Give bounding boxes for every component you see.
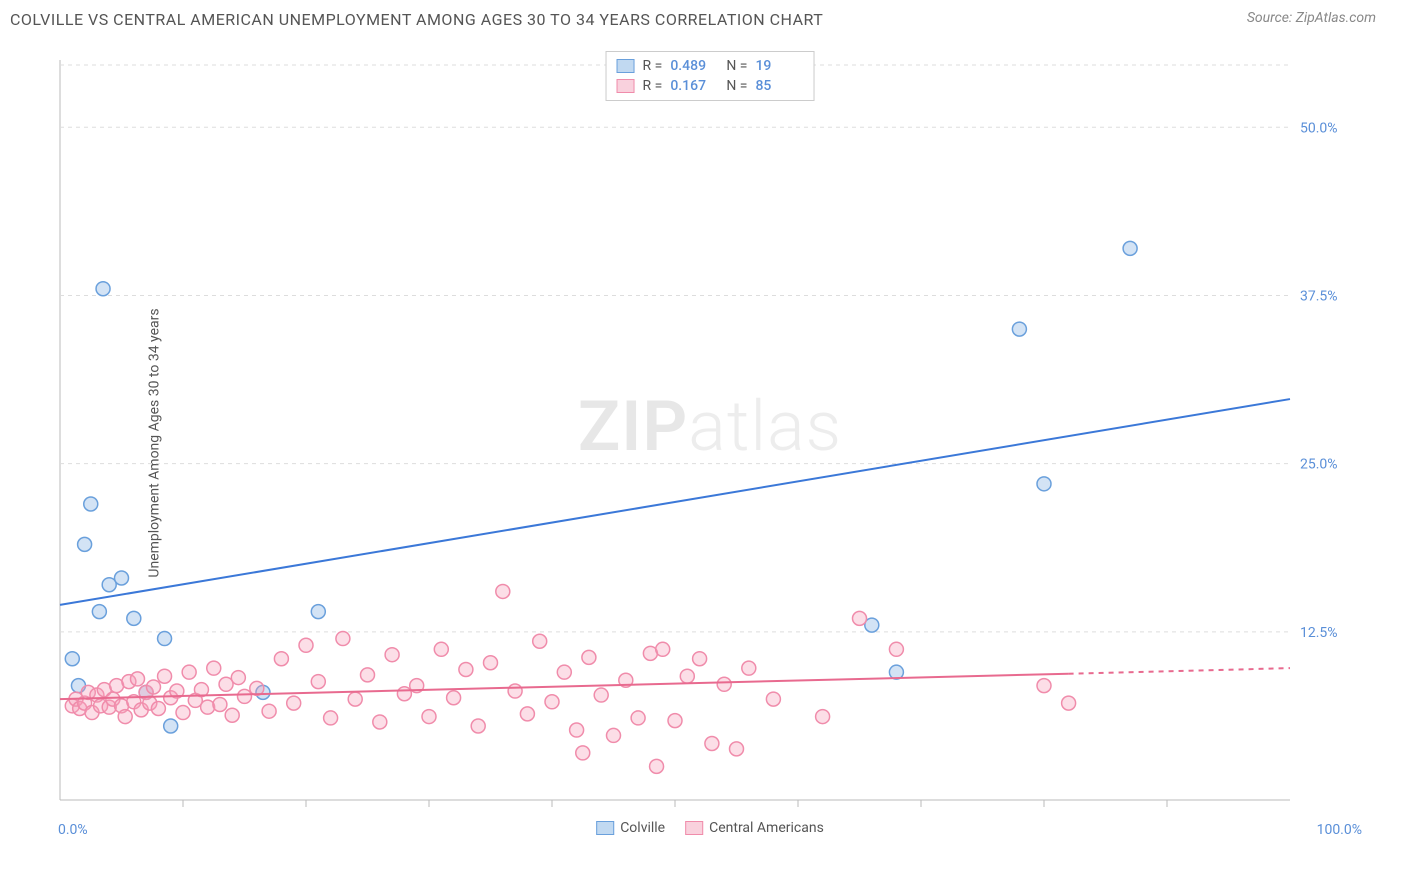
stat-value: 0.167 (670, 78, 718, 94)
legend-row: R = 0.167 N = 85 (617, 76, 804, 96)
svg-text:50.0%: 50.0% (1300, 120, 1338, 136)
swatch-icon (596, 821, 614, 835)
swatch-icon (617, 59, 635, 73)
stat-label: R = (643, 78, 663, 94)
source-label: Source: ZipAtlas.com (1247, 10, 1376, 26)
legend-item: Central Americans (685, 820, 824, 836)
svg-text:37.5%: 37.5% (1300, 288, 1338, 304)
stat-value: 0.489 (670, 58, 718, 74)
chart-title: COLVILLE VS CENTRAL AMERICAN UNEMPLOYMEN… (10, 10, 823, 29)
swatch-icon (617, 79, 635, 93)
legend-row: R = 0.489 N = 19 (617, 56, 804, 76)
legend-label: Colville (620, 820, 665, 836)
legend-label: Central Americans (709, 820, 824, 836)
stats-legend: R = 0.489 N = 19 R = 0.167 N = 85 (606, 51, 815, 101)
svg-text:12.5%: 12.5% (1300, 625, 1338, 641)
stat-label: R = (643, 58, 663, 74)
swatch-icon (685, 821, 703, 835)
x-axis-min-label: 0.0% (58, 822, 88, 838)
stat-label: N = (726, 58, 747, 74)
stat-value: 19 (755, 58, 803, 74)
stat-label: N = (726, 78, 747, 94)
x-axis-max-label: 100.0% (1317, 822, 1362, 838)
svg-text:25.0%: 25.0% (1300, 457, 1338, 473)
scatter-plot: 12.5% 25.0% 37.5% 50.0% (50, 45, 1370, 840)
series-legend: Colville Central Americans (596, 820, 824, 836)
chart-area: Unemployment Among Ages 30 to 34 years Z… (50, 45, 1370, 840)
stat-value: 85 (755, 78, 803, 94)
legend-item: Colville (596, 820, 665, 836)
